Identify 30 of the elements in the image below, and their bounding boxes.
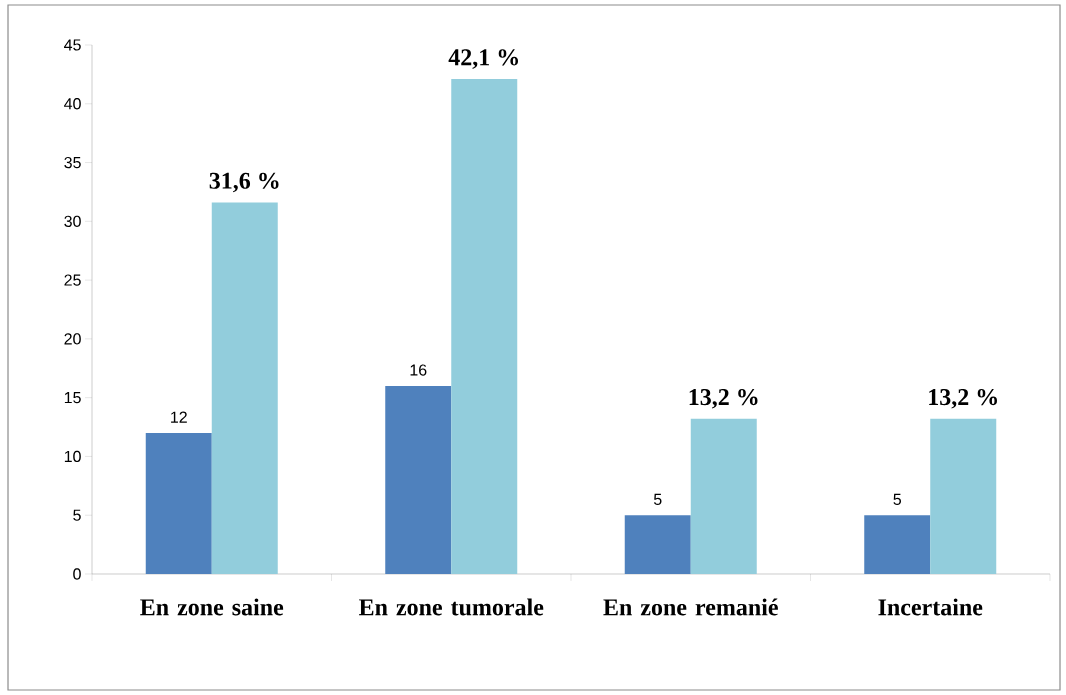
bar	[624, 515, 691, 574]
bar	[864, 515, 931, 574]
data-label: 13,2 %	[929, 388, 997, 409]
y-tick-label: 40	[64, 98, 81, 110]
y-tick-label: 20	[64, 333, 81, 345]
x-tick-label: Incertaine	[878, 598, 983, 616]
bar	[145, 432, 212, 574]
y-tick-label: 10	[64, 450, 81, 463]
x-tick-label: En zone tumorale	[359, 598, 544, 616]
data-label: 16	[410, 364, 427, 376]
bar	[211, 202, 278, 574]
data-label: 5	[893, 493, 902, 506]
bar	[385, 385, 452, 574]
y-tick-label: 25	[64, 274, 81, 286]
data-label: 13,2 %	[689, 388, 758, 409]
bar	[690, 418, 757, 574]
y-tick-label: 35	[64, 156, 81, 169]
y-tick-label: 30	[64, 215, 81, 227]
x-tick-label: En zone remanié	[603, 598, 778, 616]
bar	[930, 418, 997, 574]
y-tick-label: 0	[73, 568, 81, 580]
data-label: 5	[653, 493, 662, 506]
bar	[451, 79, 518, 574]
data-label: 42,1 %	[448, 49, 519, 69]
x-tick-label: En zone saine	[140, 598, 284, 616]
y-tick-label: 15	[64, 392, 81, 404]
y-tick-label: 5	[73, 509, 81, 521]
data-label: 31,6 %	[209, 172, 279, 193]
y-tick-label: 45	[64, 39, 81, 51]
data-label: 12	[171, 411, 187, 423]
